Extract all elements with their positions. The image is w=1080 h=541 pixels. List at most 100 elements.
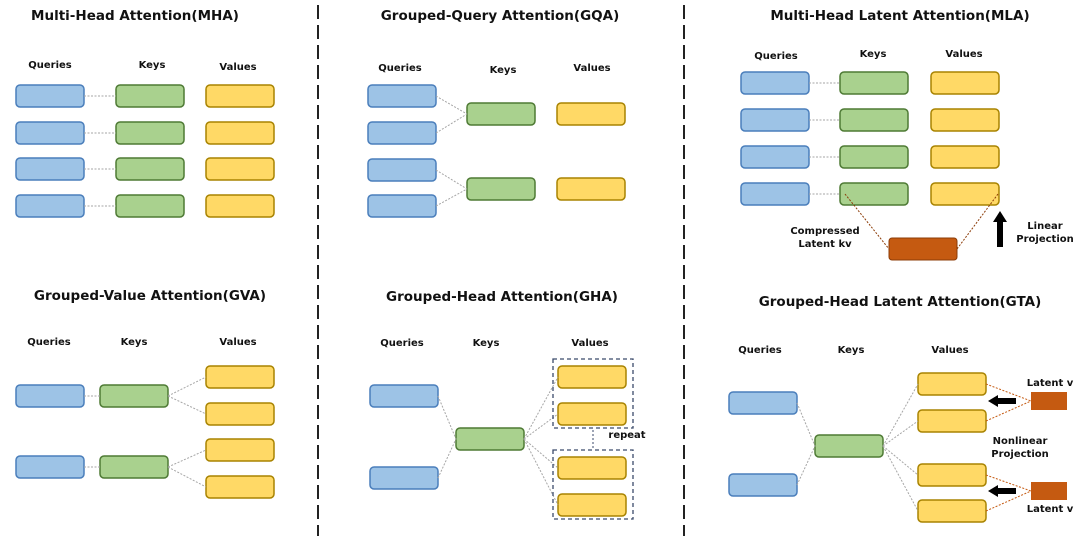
- value-box: [205, 475, 275, 499]
- connector-line: [167, 395, 207, 415]
- connector-line: [796, 445, 816, 486]
- key-box: [839, 108, 909, 132]
- connector-line: [167, 449, 207, 468]
- value-box: [205, 365, 275, 389]
- gqa-values-label: Values: [573, 63, 610, 74]
- latent-v-box: [1031, 482, 1067, 500]
- value-box: [557, 456, 627, 480]
- query-box: [367, 121, 437, 145]
- key-box: [839, 71, 909, 95]
- value-box: [930, 182, 1000, 206]
- latent-connector-line: [985, 490, 1032, 512]
- latent-connector-line: [985, 383, 1032, 402]
- gta-projection-label-line1: Nonlinear: [993, 436, 1048, 447]
- gva-values-label: Values: [219, 337, 256, 348]
- gta-projection-label-line2: Projection: [991, 449, 1048, 460]
- value-box: [556, 177, 626, 201]
- key-box: [814, 434, 884, 458]
- value-box: [930, 71, 1000, 95]
- query-box: [728, 473, 798, 497]
- gta-title: Grouped-Head Latent Attention(GTA): [759, 294, 1042, 310]
- left-arrow-icon: [988, 485, 1016, 497]
- value-box: [556, 102, 626, 126]
- query-box: [367, 194, 437, 218]
- left-arrow-icon: [988, 395, 1016, 407]
- connector-line: [435, 188, 468, 207]
- gva-keys-label: Keys: [121, 337, 148, 348]
- query-box: [15, 84, 85, 108]
- latent-connector-line: [844, 193, 890, 250]
- mla-projection-label-line2: Projection: [1016, 234, 1073, 245]
- query-box: [15, 194, 85, 218]
- value-box: [205, 402, 275, 426]
- key-box: [455, 427, 525, 451]
- query-box: [367, 84, 437, 108]
- latent-connector-line: [985, 474, 1032, 492]
- query-box: [369, 384, 439, 408]
- value-box: [930, 145, 1000, 169]
- gha-title: Grouped-Head Attention(GHA): [386, 289, 618, 305]
- query-box: [740, 71, 810, 95]
- connector-line: [435, 169, 468, 190]
- mla-compressed-label-line2: Latent kv: [798, 239, 852, 250]
- value-box: [557, 402, 627, 426]
- gta-latent-top-label: Latent v: [1027, 378, 1074, 389]
- value-box: [205, 194, 275, 218]
- latent-connector-line: [956, 193, 999, 250]
- latent-connector-line: [985, 400, 1032, 422]
- key-box: [115, 194, 185, 218]
- mla-queries-label: Queries: [754, 51, 798, 62]
- query-box: [369, 466, 439, 490]
- value-box: [557, 365, 627, 389]
- query-box: [15, 157, 85, 181]
- connector-line: [796, 402, 816, 447]
- connector-line: [435, 95, 468, 115]
- connector-line: [523, 438, 559, 506]
- connector-line: [167, 376, 207, 397]
- mla-title: Multi-Head Latent Attention(MLA): [770, 8, 1029, 24]
- repeat-group-outline: [552, 358, 634, 429]
- query-box: [728, 391, 798, 415]
- value-box: [205, 438, 275, 462]
- gta-latent-bottom-label: Latent v: [1027, 504, 1074, 515]
- connector-line: [435, 113, 468, 134]
- key-box: [115, 121, 185, 145]
- compressed-latent-kv-box: [888, 237, 958, 261]
- value-box: [205, 157, 275, 181]
- up-arrow-icon: [993, 211, 1007, 247]
- connector-line: [523, 376, 559, 440]
- value-box: [205, 121, 275, 145]
- key-box: [839, 182, 909, 206]
- mha-keys-label: Keys: [139, 60, 166, 71]
- gha-values-label: Values: [571, 338, 608, 349]
- gta-keys-label: Keys: [838, 345, 865, 356]
- gqa-keys-label: Keys: [490, 65, 517, 76]
- value-box: [557, 493, 627, 517]
- repeat-group-outline: [552, 449, 634, 520]
- mla-compressed-label-line1: Compressed: [790, 226, 859, 237]
- key-box: [99, 384, 169, 408]
- key-box: [839, 145, 909, 169]
- gqa-title: Grouped-Query Attention(GQA): [381, 8, 620, 24]
- query-box: [367, 158, 437, 182]
- value-box: [930, 108, 1000, 132]
- gva-queries-label: Queries: [27, 337, 71, 348]
- mha-queries-label: Queries: [28, 60, 72, 71]
- value-box: [917, 409, 987, 433]
- connector-line: [437, 438, 457, 479]
- gha-keys-label: Keys: [473, 338, 500, 349]
- connector-line: [167, 466, 207, 488]
- query-box: [15, 384, 85, 408]
- gva-title: Grouped-Value Attention(GVA): [34, 288, 266, 304]
- key-box: [115, 84, 185, 108]
- value-box: [917, 463, 987, 487]
- mla-keys-label: Keys: [860, 49, 887, 60]
- key-box: [115, 157, 185, 181]
- connector-line: [882, 383, 919, 447]
- gqa-queries-label: Queries: [378, 63, 422, 74]
- gha-repeat-label: repeat: [608, 430, 645, 441]
- value-box: [917, 499, 987, 523]
- value-box: [917, 372, 987, 396]
- connector-line: [882, 420, 919, 447]
